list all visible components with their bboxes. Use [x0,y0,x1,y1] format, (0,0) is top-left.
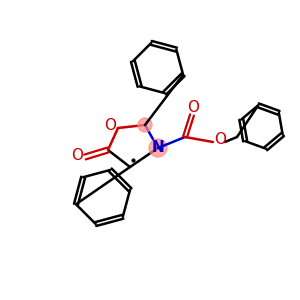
Text: O: O [214,133,226,148]
Text: O: O [187,100,199,115]
Text: O: O [71,148,83,164]
Text: O: O [104,118,116,133]
Text: N: N [152,140,164,155]
Circle shape [149,139,167,157]
Circle shape [138,118,152,132]
